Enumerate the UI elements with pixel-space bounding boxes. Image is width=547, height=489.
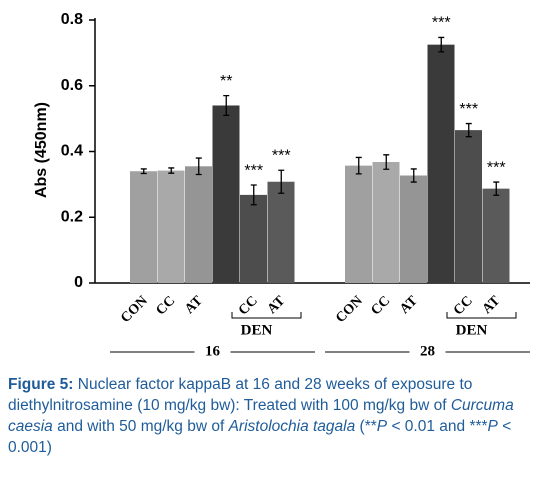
group-label: 28: [420, 343, 435, 359]
error-bar: [195, 157, 202, 176]
bar: [345, 165, 372, 283]
significance-label: **: [220, 73, 232, 90]
bar: [212, 105, 240, 283]
bar: [400, 175, 427, 283]
significance-label: ***: [432, 15, 451, 32]
caption-text: < 0.001): [8, 418, 516, 456]
bar: [455, 130, 482, 283]
bracket: [231, 312, 302, 319]
error-bar: [438, 36, 445, 53]
caption-label: Figure 5:: [8, 376, 74, 393]
caption-text: (**: [355, 418, 377, 435]
bar: [185, 166, 212, 283]
caption-text: Aristolochia tagala: [228, 418, 356, 435]
bar: [130, 171, 157, 283]
error-bar: [493, 181, 500, 196]
figure-caption: Figure 5: Nuclear factor kappaB at 16 an…: [8, 374, 542, 458]
error-bar: [383, 154, 390, 170]
y-tick-label: 0.4: [61, 143, 83, 160]
caption-text: and with 50 mg/kg bw of: [52, 418, 229, 435]
significance-label: ***: [244, 162, 263, 179]
y-tick-label: 0: [74, 274, 83, 291]
bracket-label: DEN: [456, 322, 488, 338]
error-bar: [278, 169, 285, 194]
error-bar: [168, 167, 175, 174]
x-tick-label: CC: [236, 293, 261, 318]
error-bar: [410, 168, 417, 183]
caption-text: P: [487, 418, 498, 435]
x-tick-label: CON: [333, 293, 366, 326]
bracket: [446, 312, 517, 319]
bar: [482, 188, 510, 283]
x-tick-label: AT: [182, 293, 206, 317]
x-tick-label: CC: [368, 293, 393, 318]
bar: [427, 44, 455, 283]
x-tick-label: AT: [265, 293, 289, 317]
error-bar: [223, 94, 230, 116]
x-tick-label: CON: [118, 293, 151, 326]
x-tick-label: AT: [397, 293, 421, 317]
x-tick-label: CC: [451, 293, 476, 318]
x-tick-label: AT: [480, 293, 504, 317]
caption-text: P: [376, 418, 388, 435]
y-axis-label: Abs (450nm): [33, 102, 50, 198]
bracket-label: DEN: [241, 322, 273, 338]
error-bar: [465, 122, 472, 138]
y-tick-label: 0.8: [61, 11, 83, 28]
bar: [240, 194, 267, 283]
y-tick-label: 0.6: [61, 77, 83, 94]
significance-label: ***: [459, 101, 478, 118]
caption-text: Nuclear factor kappaB at 16 and 28 weeks…: [8, 376, 477, 414]
error-bar: [140, 168, 147, 175]
x-tick-label: CC: [153, 293, 178, 318]
caption-text: < 0.01 and ***: [387, 418, 488, 435]
caption-text: Curcuma caesia: [8, 397, 519, 435]
error-bar: [355, 156, 362, 175]
significance-label: ***: [487, 159, 506, 176]
error-bar: [250, 184, 257, 206]
significance-label: ***: [272, 147, 291, 164]
group-label: 16: [205, 343, 221, 359]
y-tick-label: 0.2: [61, 208, 83, 225]
bar: [157, 170, 185, 283]
bar: [267, 181, 295, 283]
bar: [372, 162, 400, 283]
